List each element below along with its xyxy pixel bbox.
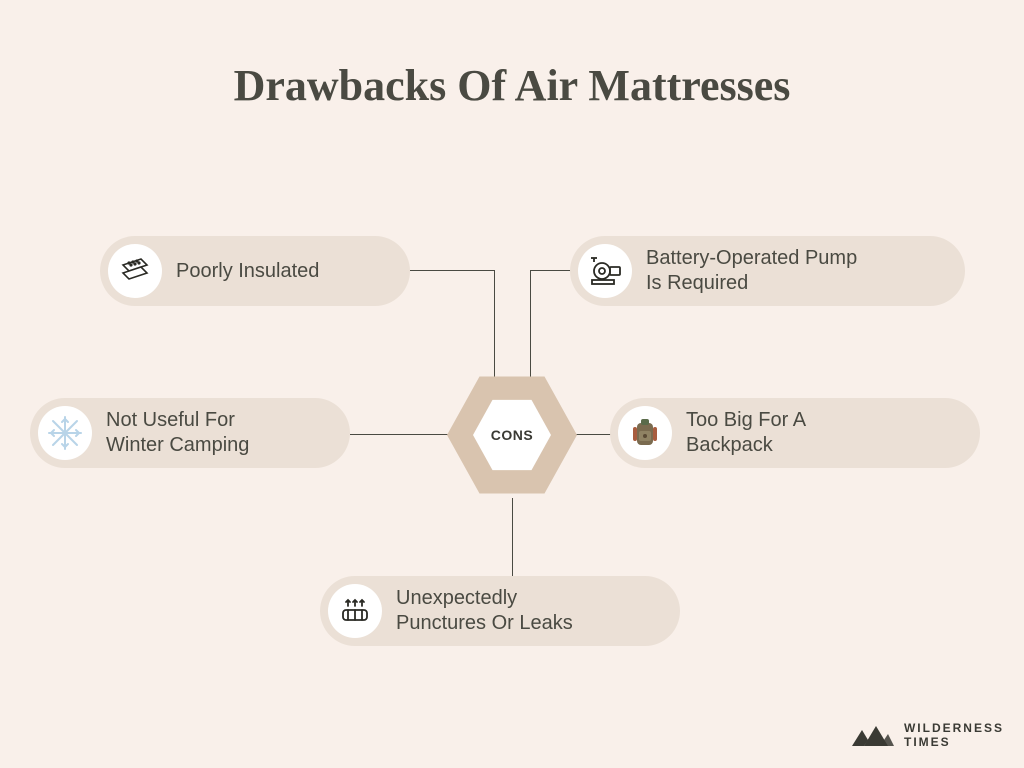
item-punctures: Unexpectedly Punctures Or Leaks: [320, 576, 680, 646]
logo-line1: WILDERNESS: [904, 721, 1004, 735]
connector: [350, 434, 450, 435]
item-label: Poorly Insulated: [176, 259, 319, 284]
item-winter: Not Useful For Winter Camping: [30, 398, 350, 468]
item-label: Too Big For A Backpack: [686, 408, 806, 458]
item-label: Battery-Operated Pump Is Required: [646, 246, 857, 296]
layers-icon: [108, 244, 162, 298]
connector: [512, 498, 513, 578]
connector: [410, 270, 494, 271]
snowflake-icon: [38, 406, 92, 460]
page-title: Drawbacks Of Air Mattresses: [0, 60, 1024, 111]
item-backpack: Too Big For A Backpack: [610, 398, 980, 468]
item-pump: Battery-Operated Pump Is Required: [570, 236, 965, 306]
connector: [494, 270, 495, 388]
center-hexagon: CONS: [447, 370, 577, 500]
connector: [530, 270, 570, 271]
center-label: CONS: [473, 396, 551, 474]
logo-line2: TIMES: [904, 735, 1004, 749]
item-label: Not Useful For Winter Camping: [106, 408, 249, 458]
connector: [530, 270, 531, 388]
pump-icon: [578, 244, 632, 298]
connector: [576, 434, 612, 435]
leak-icon: [328, 584, 382, 638]
brand-logo: WILDERNESS TIMES: [850, 720, 1004, 750]
item-insulated: Poorly Insulated: [100, 236, 410, 306]
backpack-icon: [618, 406, 672, 460]
item-label: Unexpectedly Punctures Or Leaks: [396, 586, 573, 636]
mountain-icon: [850, 720, 896, 750]
